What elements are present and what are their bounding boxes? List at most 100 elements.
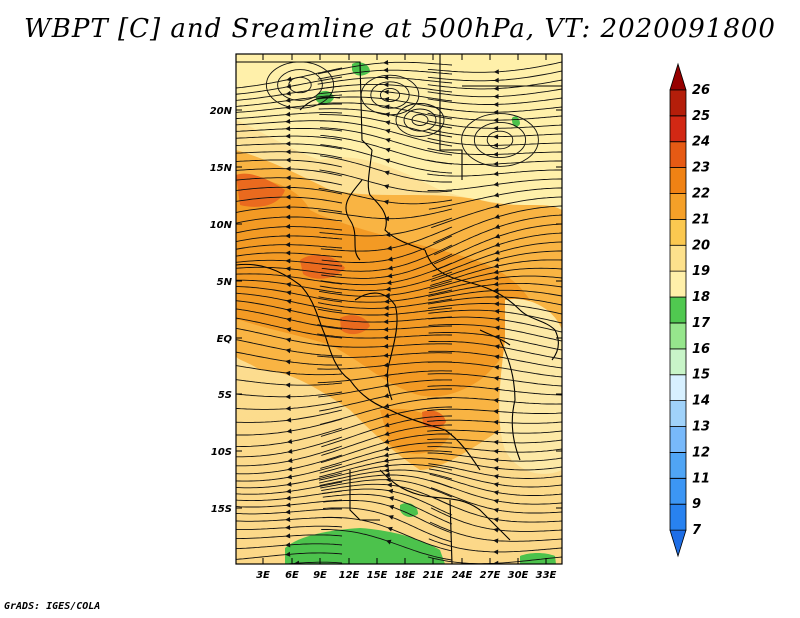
streamline-arrowhead — [494, 334, 500, 340]
lon-label: 3E — [256, 570, 270, 581]
streamline-arrowhead — [387, 265, 393, 271]
streamline-arrowhead — [493, 161, 499, 167]
streamline-arrowhead — [493, 269, 499, 275]
streamline-arrowhead — [493, 142, 499, 148]
streamline-arrowhead — [383, 403, 390, 409]
wbpt-23-hotspot-2 — [300, 254, 345, 279]
streamline-arrowhead — [493, 203, 500, 209]
streamline-arrowhead — [385, 539, 392, 545]
streamline-arrowhead — [285, 533, 291, 539]
streamline-arrowhead — [285, 406, 291, 412]
colorbar-label: 22 — [692, 186, 710, 201]
lat-label: EQ — [217, 334, 233, 345]
lon-label: 27E — [480, 570, 501, 581]
wbpt-23-hotspot-1 — [236, 173, 285, 207]
streamline-arrowhead — [385, 477, 391, 483]
streamline-arrowhead — [493, 181, 499, 187]
streamline-arrowhead — [286, 299, 292, 304]
streamline-arrowhead — [493, 263, 500, 269]
colorbar-swatch — [669, 193, 687, 220]
streamline-arrowhead — [285, 274, 291, 280]
streamline-arrowhead — [287, 458, 293, 463]
colorbar-swatch — [669, 296, 687, 324]
colorbar-swatch — [669, 529, 687, 558]
streamline-arrowhead — [493, 498, 499, 504]
wbpt-18-southeast — [520, 553, 556, 564]
lat-label: 20N — [210, 106, 233, 117]
page-title: WBPT [C] and Sreamline at 500hPa, VT: 20… — [24, 14, 776, 44]
streamline-arrowhead — [494, 316, 500, 322]
streamline-arrowhead — [286, 474, 293, 480]
streamline-arrowhead — [493, 397, 499, 403]
streamline-arrowhead — [493, 101, 499, 107]
colorbar-swatch — [669, 503, 687, 531]
streamline-arrowhead — [493, 281, 499, 287]
streamline-arrowhead — [493, 549, 499, 555]
streamline-arrowhead — [493, 490, 499, 496]
streamline-arrowhead — [285, 394, 291, 400]
streamline-eddy — [411, 114, 429, 126]
colorbar-swatch — [669, 89, 687, 117]
streamline-arrowhead — [388, 515, 394, 520]
streamline-arrowhead — [285, 370, 291, 376]
streamline-arrowhead — [383, 382, 389, 388]
colorbar-label: 18 — [692, 290, 710, 305]
streamline-arrowhead — [383, 413, 390, 418]
streamline-arrowhead — [493, 117, 499, 123]
streamline-arrowhead — [494, 233, 501, 239]
colorbar-label: 24 — [692, 135, 710, 150]
streamline-arrowhead — [494, 344, 500, 350]
streamline-arrowhead — [385, 286, 391, 292]
streamline-arrowhead — [285, 359, 291, 365]
colorbar-labels: 7 9 11 12 13 14 15 16 17 18 19 20 21 22 23 24 25 26 — [692, 83, 711, 538]
streamline-arrowhead — [384, 170, 390, 176]
streamline-arrowhead — [383, 199, 389, 205]
streamline-arrowhead — [493, 134, 499, 140]
lon-label: 33E — [536, 570, 557, 581]
streamline-arrowhead — [493, 448, 499, 454]
streamline-arrowhead — [493, 171, 499, 177]
streamline-arrowhead — [383, 82, 389, 88]
streamline-arrowhead — [383, 463, 389, 469]
streamline-arrowhead — [285, 516, 291, 522]
streamline-arrowhead — [285, 382, 291, 388]
lon-label: 18E — [395, 570, 416, 581]
streamline-arrowhead — [384, 104, 390, 110]
streamline-eddy — [461, 113, 539, 167]
streamline-arrowhead — [493, 301, 499, 307]
streamline-arrowhead — [384, 467, 390, 473]
streamline-arrowhead — [383, 67, 389, 73]
streamline-arrowhead — [285, 266, 291, 272]
streamline-arrowhead — [383, 96, 390, 102]
latitude-ticks — [236, 109, 562, 509]
streamline-arrowhead — [285, 290, 292, 296]
streamline-arrowhead — [285, 111, 291, 117]
streamline-arrowhead — [494, 214, 500, 219]
streamline-arrowhead — [383, 352, 389, 358]
streamline-arrowhead — [493, 465, 499, 471]
streamline-arrowhead — [285, 224, 291, 230]
streamline-arrowhead — [384, 158, 391, 164]
lat-label: 15N — [210, 163, 233, 174]
streamline-arrowhead — [493, 109, 499, 115]
streamline-arrowhead — [383, 372, 389, 378]
streamline-arrowhead — [493, 474, 499, 480]
streamline-arrowhead — [285, 149, 291, 155]
streamline-eddy — [370, 81, 410, 109]
latitude-axis: 20N 15N 10N 5N EQ 5S 10S 15S — [210, 106, 233, 515]
streamline-arrowhead — [285, 184, 291, 190]
colorbar — [669, 62, 687, 558]
streamline-arrowhead — [383, 319, 389, 325]
colorbar-swatch — [669, 244, 687, 272]
streamline-eddy — [360, 74, 420, 116]
streamline-arrows — [285, 60, 501, 564]
streamline-arrowhead — [384, 422, 390, 428]
streamline-arrowhead — [493, 69, 499, 75]
streamline-arrowhead — [286, 308, 292, 313]
streamline-arrowhead — [494, 242, 501, 247]
lat-label: 5S — [218, 390, 232, 401]
streamline-arrowhead — [285, 258, 291, 264]
streamline-arrowhead — [285, 133, 291, 139]
credit-text: GrADS: IGES/COLA — [4, 601, 101, 612]
